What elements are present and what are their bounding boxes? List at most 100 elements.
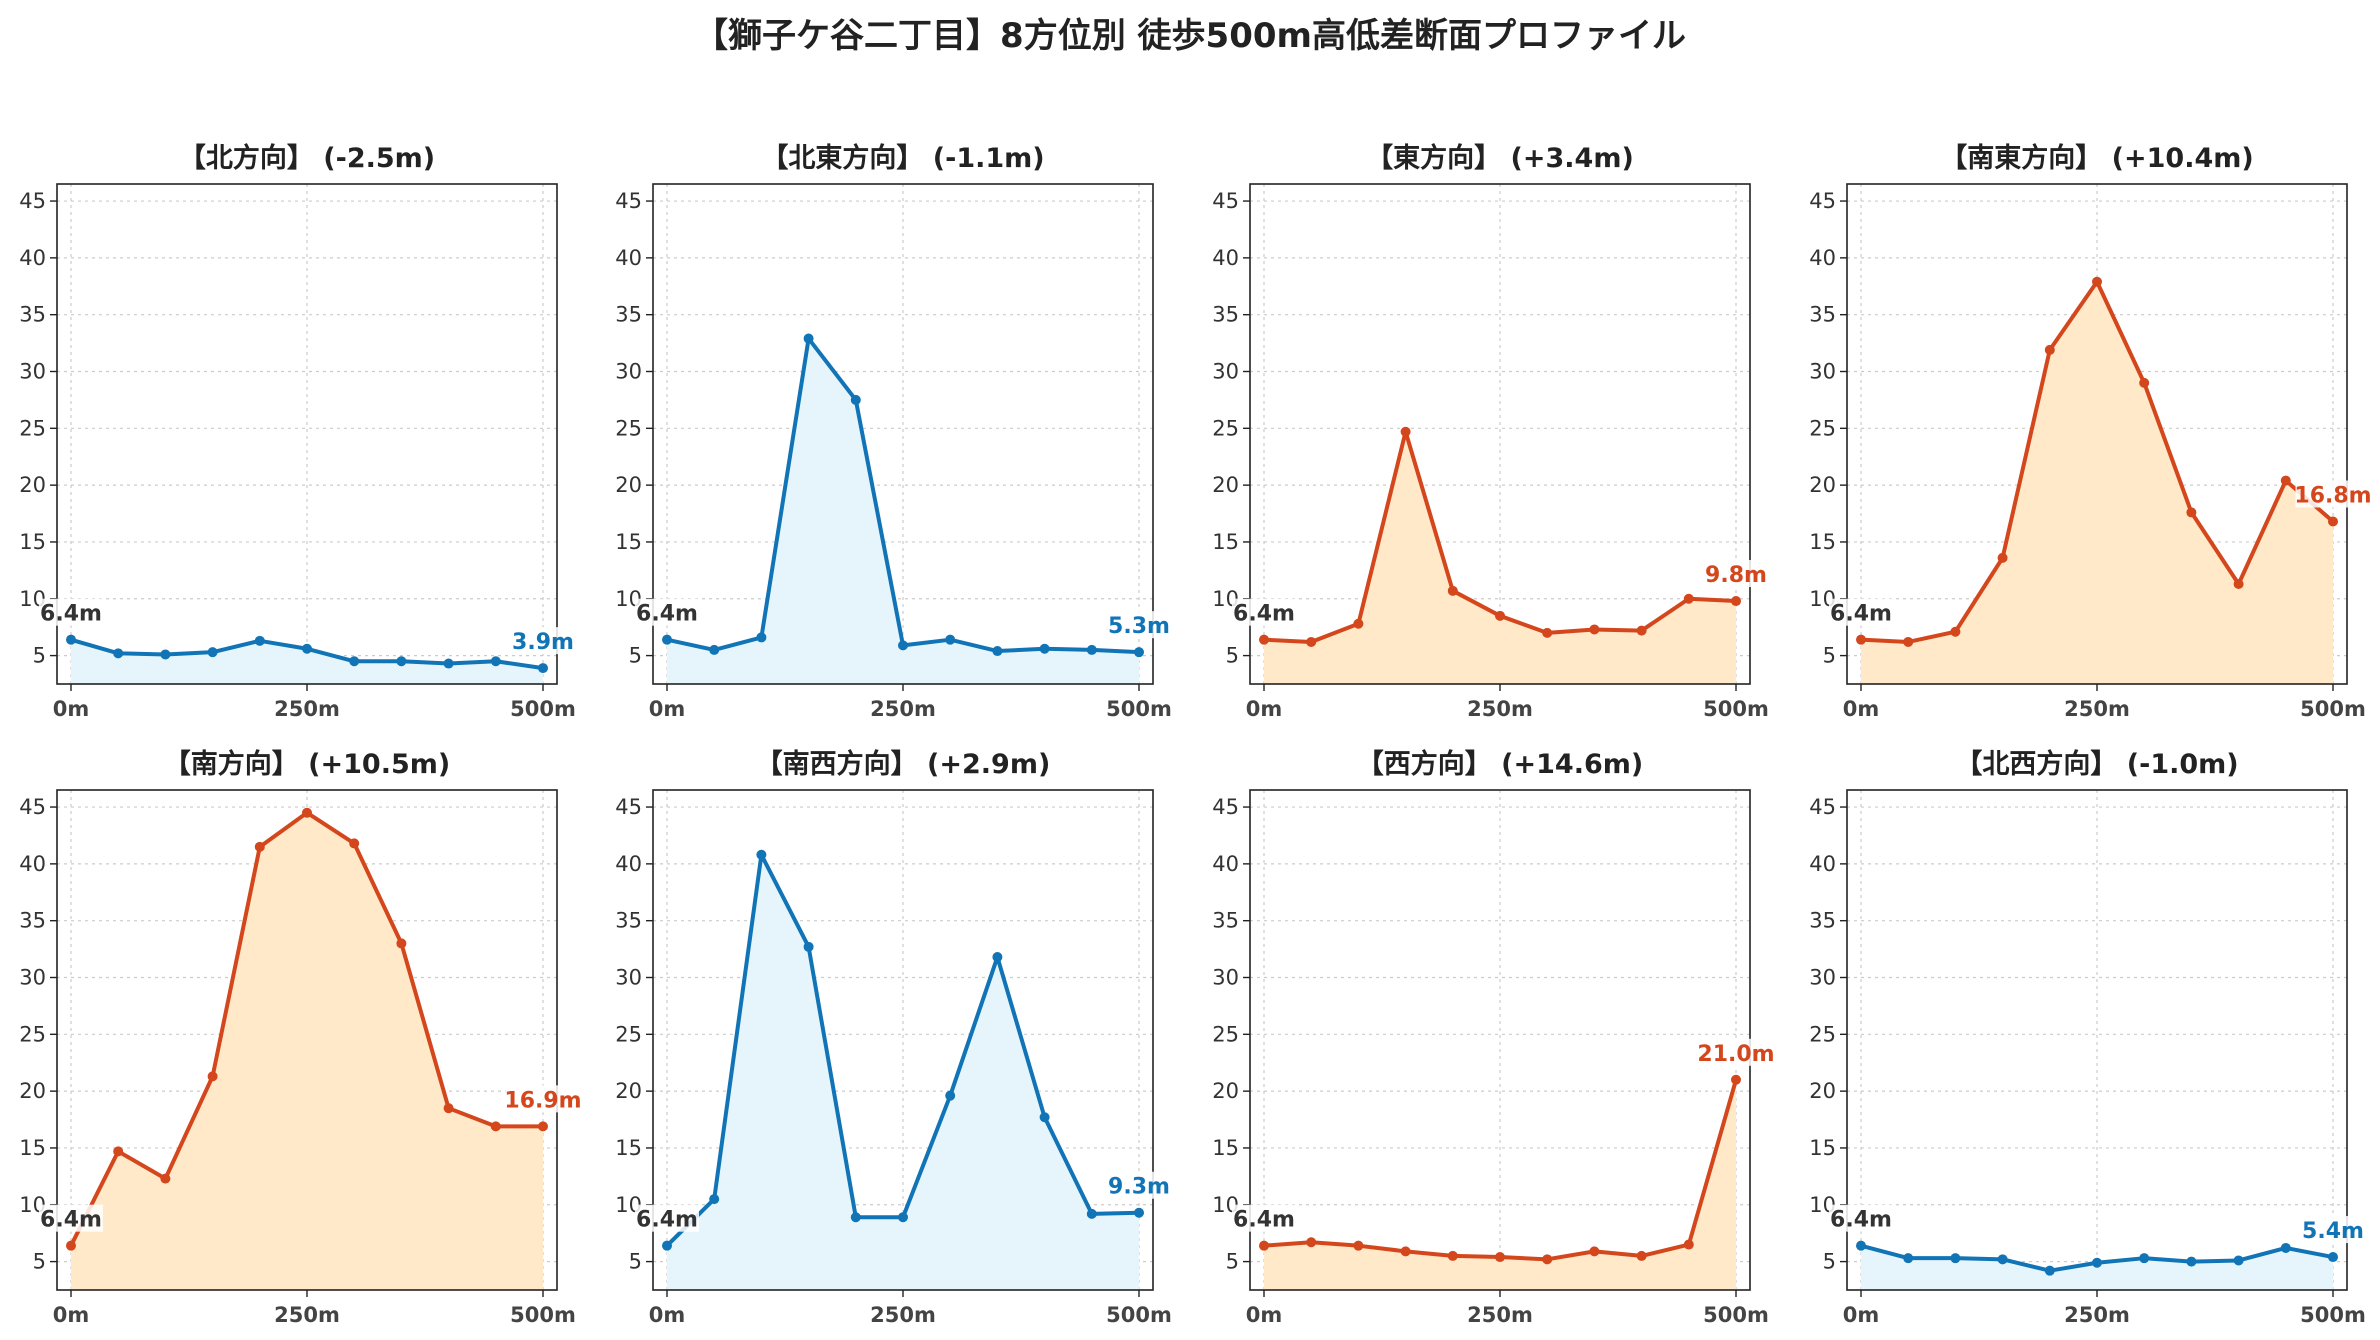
data-point	[396, 656, 407, 667]
y-tick-label: 20	[1809, 1079, 1836, 1103]
data-point	[160, 1173, 171, 1184]
end-label-bg	[2295, 480, 2371, 508]
data-point	[662, 634, 672, 645]
panel-title: 【南東方向】 (+10.4m)	[1940, 142, 2253, 174]
data-point	[2328, 1252, 2338, 1263]
x-tick-label: 0m	[1843, 1303, 1880, 1327]
y-tick-label: 45	[1809, 189, 1836, 213]
y-tick-label: 30	[615, 360, 642, 384]
panel-title: 【北東方向】 (-1.1m)	[761, 142, 1044, 174]
data-point	[1447, 1250, 1458, 1261]
y-tick-label: 25	[1212, 416, 1239, 440]
y-tick-label: 35	[19, 303, 46, 327]
x-tick-label: 250m	[2064, 697, 2130, 721]
y-tick-label: 30	[1809, 966, 1836, 990]
y-tick-label: 20	[19, 473, 46, 497]
data-point	[1259, 634, 1269, 645]
y-tick-label: 15	[1212, 530, 1239, 554]
y-tick-label: 40	[19, 246, 46, 270]
y-tick-label: 20	[1212, 473, 1239, 497]
x-tick-label: 0m	[1246, 697, 1283, 721]
data-point	[2280, 475, 2291, 486]
data-point	[1903, 636, 1914, 647]
panel-title: 【東方向】 (+3.4m)	[1366, 142, 1634, 174]
data-point	[756, 849, 767, 860]
y-tick-label: 40	[1809, 852, 1836, 876]
data-point	[898, 1212, 908, 1223]
start-label-bg	[1829, 598, 1893, 626]
y-tick-label: 45	[19, 189, 46, 213]
start-elevation-label: 6.4m	[1830, 1208, 1892, 1233]
x-tick-label: 0m	[649, 697, 686, 721]
data-point	[207, 647, 218, 658]
data-point	[2044, 1265, 2055, 1276]
data-point	[1683, 593, 1694, 604]
y-tick-label: 45	[19, 795, 46, 819]
y-tick-label: 35	[615, 909, 642, 933]
plot-frame	[56, 183, 558, 685]
grid-lines	[1847, 790, 2347, 1290]
data-point	[2186, 507, 2197, 518]
end-elevation-label: 5.3m	[1108, 614, 1170, 639]
data-point	[113, 1146, 124, 1157]
end-label-bg	[1108, 1171, 1170, 1199]
panel-title: 【南西方向】 (+2.9m)	[756, 748, 1051, 780]
data-point	[1134, 647, 1144, 658]
end-elevation-label: 5.4m	[2302, 1219, 2364, 1244]
plot-frame	[1846, 789, 2348, 1291]
data-point	[1589, 1246, 1600, 1257]
y-tick-label: 5	[629, 1250, 642, 1274]
y-tick-label: 35	[1212, 303, 1239, 327]
data-point	[709, 644, 720, 655]
y-tick-label: 5	[1226, 644, 1239, 668]
start-label-bg	[1232, 1204, 1296, 1232]
x-tick-label: 250m	[870, 697, 936, 721]
y-tick-label: 20	[1212, 1079, 1239, 1103]
panel-title: 【北西方向】 (-1.0m)	[1955, 748, 2238, 780]
y-tick-label: 45	[615, 795, 642, 819]
data-point	[1997, 552, 2008, 563]
grid-lines	[57, 184, 557, 684]
data-point	[490, 656, 501, 667]
x-tick-label: 0m	[1246, 1303, 1283, 1327]
data-point	[2092, 276, 2102, 287]
data-point	[2280, 1242, 2291, 1253]
panel-title: 【西方向】 (+14.6m)	[1357, 748, 1643, 780]
y-tick-label: 5	[1823, 644, 1836, 668]
y-tick-label: 15	[1212, 1136, 1239, 1160]
y-tick-label: 30	[615, 966, 642, 990]
y-tick-label: 20	[19, 1079, 46, 1103]
y-tick-label: 35	[1809, 303, 1836, 327]
y-tick-label: 30	[1809, 360, 1836, 384]
y-tick-label: 25	[1212, 1022, 1239, 1046]
y-tick-label: 40	[615, 246, 642, 270]
profile-area	[667, 338, 1139, 684]
y-tick-label: 15	[1809, 1136, 1836, 1160]
end-elevation-label: 3.9m	[512, 630, 574, 655]
y-tick-label: 40	[1212, 246, 1239, 270]
y-tick-label: 5	[629, 644, 642, 668]
y-tick-label: 5	[33, 644, 46, 668]
y-tick-label: 35	[1212, 909, 1239, 933]
data-point	[66, 634, 76, 645]
start-elevation-label: 6.4m	[40, 602, 102, 627]
data-point	[490, 1121, 501, 1132]
plot-frame	[652, 183, 1154, 685]
data-point	[1306, 1237, 1317, 1248]
x-tick-label: 500m	[1703, 1303, 1769, 1327]
data-point	[803, 333, 814, 344]
profile-area	[1264, 1079, 1736, 1290]
data-point	[1731, 1074, 1741, 1085]
data-point	[1683, 1239, 1694, 1250]
y-tick-label: 30	[19, 966, 46, 990]
x-tick-label: 250m	[274, 697, 340, 721]
plot-frame	[1249, 789, 1751, 1291]
figure-title: 【獅子ケ谷二丁目】8方位別 徒歩500m高低差断面プロファイル	[694, 16, 1686, 56]
data-point	[2139, 1253, 2150, 1264]
data-point	[302, 643, 312, 654]
